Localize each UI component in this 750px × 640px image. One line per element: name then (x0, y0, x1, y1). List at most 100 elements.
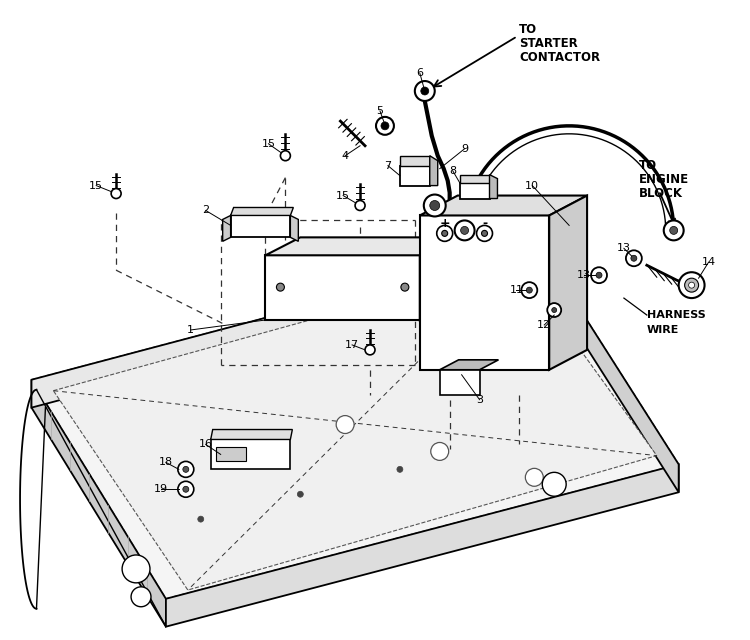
Polygon shape (266, 237, 454, 255)
Text: 15: 15 (336, 191, 350, 200)
Text: HARNESS: HARNESS (646, 310, 706, 320)
Text: 19: 19 (154, 484, 168, 494)
Circle shape (664, 220, 684, 241)
Circle shape (460, 227, 469, 234)
Polygon shape (420, 196, 587, 216)
Circle shape (421, 87, 429, 95)
Circle shape (297, 492, 303, 497)
Circle shape (476, 225, 493, 241)
Polygon shape (490, 175, 497, 198)
Circle shape (442, 230, 448, 236)
Circle shape (591, 268, 607, 283)
Circle shape (482, 230, 488, 236)
Text: 5: 5 (376, 106, 383, 116)
Polygon shape (539, 245, 679, 492)
Polygon shape (460, 182, 490, 198)
Text: 1: 1 (188, 325, 194, 335)
Text: 9: 9 (461, 144, 468, 154)
Text: 13: 13 (577, 270, 591, 280)
Circle shape (183, 467, 189, 472)
Text: 13: 13 (617, 243, 631, 253)
Polygon shape (400, 156, 430, 166)
Circle shape (552, 308, 556, 312)
Text: 16: 16 (199, 440, 213, 449)
Circle shape (415, 81, 435, 101)
Text: 18: 18 (159, 458, 173, 467)
Text: 7: 7 (385, 161, 392, 171)
Text: 12: 12 (537, 320, 551, 330)
Text: 2: 2 (202, 205, 209, 216)
Polygon shape (216, 447, 245, 461)
Circle shape (670, 227, 678, 234)
Text: 15: 15 (262, 139, 275, 148)
Text: STARTER: STARTER (519, 37, 578, 50)
Polygon shape (266, 255, 420, 320)
Polygon shape (223, 216, 231, 241)
Polygon shape (211, 429, 292, 440)
Text: BLOCK: BLOCK (639, 187, 682, 200)
Circle shape (381, 122, 389, 130)
Circle shape (178, 481, 194, 497)
Circle shape (526, 287, 532, 293)
Polygon shape (53, 263, 657, 590)
Text: 4: 4 (341, 150, 349, 161)
Text: -: - (482, 217, 487, 230)
Circle shape (424, 195, 445, 216)
Circle shape (548, 303, 561, 317)
Text: 15: 15 (89, 180, 104, 191)
Text: WIRE: WIRE (646, 325, 680, 335)
Polygon shape (430, 156, 438, 186)
Text: 8: 8 (449, 166, 456, 175)
Circle shape (401, 283, 409, 291)
Text: 14: 14 (701, 257, 715, 268)
Circle shape (631, 255, 637, 261)
Circle shape (376, 117, 394, 135)
Circle shape (430, 200, 439, 211)
Circle shape (336, 415, 354, 433)
Circle shape (525, 468, 543, 486)
Polygon shape (440, 360, 499, 370)
Polygon shape (400, 166, 430, 186)
Polygon shape (32, 245, 539, 408)
Polygon shape (231, 216, 290, 237)
Polygon shape (32, 380, 166, 627)
Text: 6: 6 (416, 68, 423, 78)
Circle shape (198, 516, 204, 522)
Circle shape (596, 272, 602, 278)
Circle shape (521, 282, 537, 298)
Polygon shape (460, 175, 490, 182)
Polygon shape (440, 370, 479, 395)
Circle shape (111, 189, 121, 198)
Circle shape (542, 472, 566, 496)
Circle shape (688, 282, 694, 288)
Circle shape (183, 486, 189, 492)
Circle shape (436, 225, 453, 241)
Circle shape (178, 461, 194, 477)
Text: ereplacementparts.com: ereplacementparts.com (300, 328, 450, 341)
Circle shape (397, 467, 403, 472)
Text: 10: 10 (525, 180, 539, 191)
Circle shape (365, 345, 375, 355)
Circle shape (685, 278, 698, 292)
Polygon shape (420, 216, 549, 370)
Circle shape (277, 283, 284, 291)
Text: TO: TO (639, 159, 657, 172)
Circle shape (131, 587, 151, 607)
Text: TO: TO (519, 23, 538, 36)
Circle shape (355, 200, 365, 211)
Text: ENGINE: ENGINE (639, 173, 689, 186)
Text: CONTACTOR: CONTACTOR (519, 51, 601, 64)
Circle shape (454, 220, 475, 241)
Polygon shape (32, 245, 679, 599)
Polygon shape (231, 207, 293, 216)
Polygon shape (420, 237, 454, 320)
Circle shape (430, 442, 448, 460)
Circle shape (122, 555, 150, 583)
Circle shape (280, 151, 290, 161)
Text: 11: 11 (509, 285, 524, 295)
Text: 17: 17 (345, 340, 359, 350)
Text: +: + (440, 217, 450, 230)
Polygon shape (211, 440, 290, 469)
Polygon shape (290, 216, 298, 241)
Text: 3: 3 (476, 395, 483, 404)
